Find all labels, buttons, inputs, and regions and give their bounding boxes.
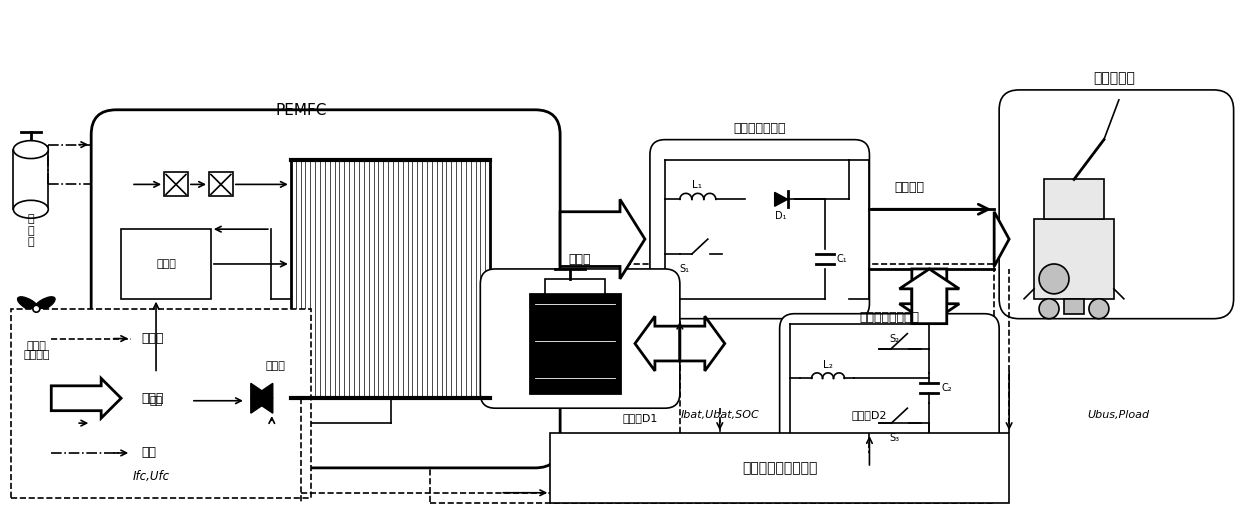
Bar [11,309,311,498]
Text: 能量流: 能量流 [141,392,164,405]
Bar [1034,219,1114,299]
Bar [164,172,188,196]
FancyArrow shape [994,212,1009,266]
Ellipse shape [33,297,55,312]
Bar [546,279,605,294]
Bar [551,433,1009,503]
Text: D₁: D₁ [775,211,787,221]
Ellipse shape [31,305,41,330]
Text: L₁: L₁ [692,181,702,190]
FancyArrow shape [635,316,680,371]
Text: S₃: S₃ [889,433,899,443]
Ellipse shape [14,200,48,218]
Text: 氢
气
罐: 氢 气 罐 [27,214,35,248]
Text: 信号流: 信号流 [141,332,164,345]
Text: 气路: 气路 [141,446,156,459]
Text: Ifc,Ufc: Ifc,Ufc [133,470,170,483]
FancyBboxPatch shape [92,110,560,468]
Text: 状态机能量管理系统: 状态机能量管理系统 [742,461,817,475]
Ellipse shape [14,141,48,158]
Text: Ubus,Pload: Ubus,Pload [1087,410,1149,420]
Bar [208,172,233,196]
Ellipse shape [17,297,40,312]
Bar [122,373,191,428]
Text: 双向升降压变换器: 双向升降压变换器 [859,311,919,324]
Circle shape [1089,299,1109,319]
Bar [1064,299,1084,313]
Text: 散热器: 散热器 [265,361,285,372]
Text: 焊接机器人: 焊接机器人 [1092,71,1135,85]
FancyBboxPatch shape [650,140,869,319]
Text: S₁: S₁ [680,264,689,274]
Circle shape [32,305,40,312]
Bar [430,264,994,503]
FancyBboxPatch shape [480,269,680,408]
Bar [14,149,48,209]
Text: L₂: L₂ [822,360,832,371]
FancyBboxPatch shape [999,90,1234,319]
Bar [1044,180,1104,219]
Polygon shape [250,384,273,413]
FancyArrow shape [899,269,960,324]
Text: 水泵: 水泵 [149,396,162,406]
Circle shape [1039,299,1059,319]
FancyBboxPatch shape [780,313,999,453]
Text: 空气供应: 空气供应 [24,350,50,361]
Circle shape [1039,264,1069,294]
Text: 直流母线: 直流母线 [894,181,924,194]
FancyArrow shape [51,378,122,418]
Text: 锂电池: 锂电池 [569,253,591,266]
Polygon shape [250,384,273,413]
Text: Ibat,Ubat,SOC: Ibat,Ubat,SOC [681,410,759,420]
FancyArrow shape [560,199,645,279]
FancyArrow shape [680,316,724,371]
Text: 单向升压变换器: 单向升压变换器 [733,121,786,134]
Polygon shape [775,193,787,206]
Text: S₂: S₂ [889,334,899,344]
Text: C₁: C₁ [837,254,847,264]
Text: 占空比D2: 占空比D2 [852,410,887,420]
Text: C₂: C₂ [941,384,952,393]
Bar [531,294,620,393]
Text: 占空比D1: 占空比D1 [622,413,657,423]
FancyArrow shape [899,269,960,324]
Bar [122,229,211,299]
Bar [290,159,490,398]
Text: 增湿器: 增湿器 [156,259,176,269]
Text: 鼓风机: 鼓风机 [26,340,46,350]
Text: PEMFC: PEMFC [275,103,326,118]
